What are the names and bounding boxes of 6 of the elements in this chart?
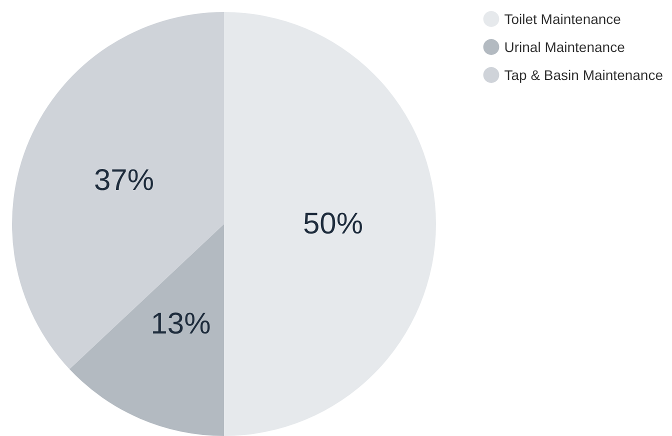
legend-label: Urinal Maintenance [504,39,626,55]
data-label: 50% [302,208,364,240]
data-label: 37% [94,164,154,198]
data-label: 13% [150,308,211,341]
legend-label: Toilet Maintenance [504,11,622,27]
legend-label: Tap & Basin Maintenance [504,67,664,83]
